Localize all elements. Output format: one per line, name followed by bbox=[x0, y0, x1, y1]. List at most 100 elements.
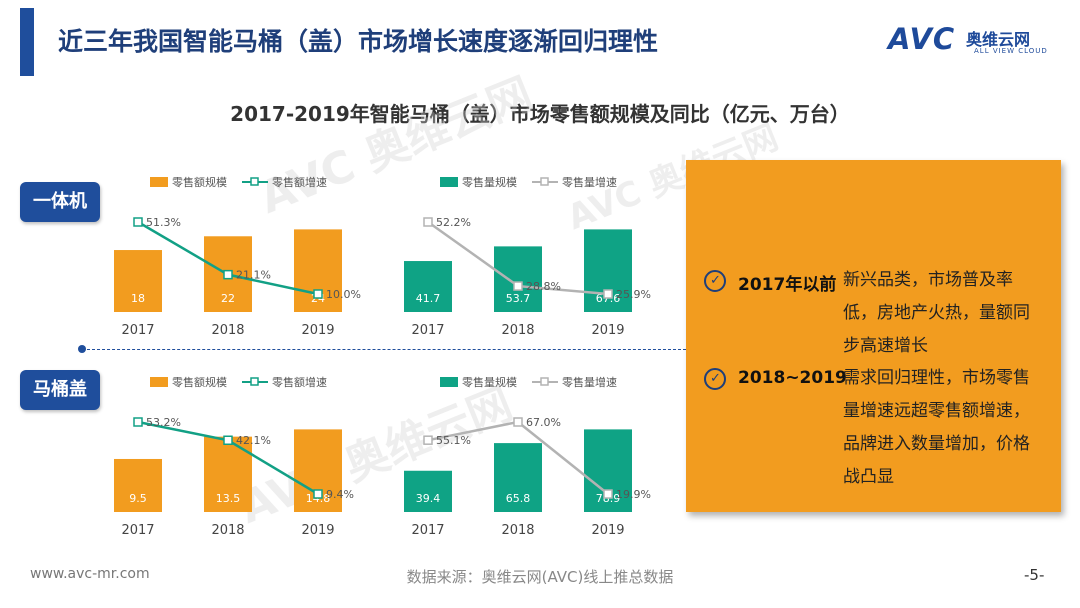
legend-bar-swatch bbox=[440, 177, 458, 187]
section-badge-integrated: 一体机 bbox=[20, 182, 100, 222]
title-accent-bar bbox=[20, 8, 34, 76]
insight-point-heading: 2017年以前 bbox=[738, 275, 837, 295]
check-circle-icon: ✓ bbox=[704, 270, 726, 292]
growth-value-label: 28.8% bbox=[526, 280, 561, 293]
x-tick-label: 2017 bbox=[411, 323, 444, 338]
bar-value-label: 39.4 bbox=[416, 492, 441, 505]
page-title: 近三年我国智能马桶（盖）市场增长速度逐渐回归理性 bbox=[58, 27, 659, 56]
growth-value-label: 19.9% bbox=[616, 488, 651, 501]
growth-point-2019 bbox=[313, 489, 323, 499]
growth-point-2019 bbox=[603, 489, 613, 499]
insight-panel: ✓ 2017年以前 新兴品类，市场普及率 低，房地产火热，量额同 步高速增长 ✓… bbox=[686, 160, 1061, 512]
growth-value-label: 51.3% bbox=[146, 216, 181, 229]
legend-line-marker bbox=[540, 377, 549, 386]
page-number: -5- bbox=[1024, 566, 1045, 584]
growth-value-label: 52.2% bbox=[436, 216, 471, 229]
growth-value-label: 53.2% bbox=[146, 416, 181, 429]
growth-value-label: 55.1% bbox=[436, 434, 471, 447]
growth-value-label: 21.1% bbox=[236, 269, 271, 282]
x-tick-label: 2017 bbox=[411, 523, 444, 538]
chart-cover-sales-volume: 零售量规模零售量增速39.465.878.920172018201955.1%6… bbox=[382, 372, 682, 542]
x-tick-label: 2017 bbox=[121, 323, 154, 338]
logo-en-text: ALL VIEW CLOUD bbox=[974, 47, 1048, 55]
legend-bar-label: 零售量规模 bbox=[462, 375, 517, 389]
chart-legend: 零售量规模 零售量增速 bbox=[440, 175, 617, 189]
bar-value-label: 9.5 bbox=[129, 492, 147, 505]
growth-value-label: 10.0% bbox=[326, 288, 361, 301]
insight-point-line: 低，房地产火热，量额同 bbox=[843, 303, 1030, 323]
insight-point-line: 战凸显 bbox=[843, 467, 894, 487]
growth-point-2017 bbox=[423, 217, 433, 227]
bar-2017 bbox=[114, 250, 162, 312]
legend-line-marker bbox=[250, 377, 259, 386]
bar-value-label: 18 bbox=[131, 292, 145, 305]
chart-legend: 零售额规模 零售额增速 bbox=[150, 175, 327, 189]
legend-bar-label: 零售量规模 bbox=[462, 175, 517, 189]
insight-point-line: 品牌进入数量增加，价格 bbox=[843, 434, 1030, 454]
chart-subtitle: 2017-2019年智能马桶（盖）市场零售额规模及同比（亿元、万台） bbox=[230, 102, 850, 126]
x-tick-label: 2018 bbox=[211, 523, 244, 538]
legend-line-label: 零售量增速 bbox=[562, 175, 617, 189]
growth-value-label: 67.0% bbox=[526, 416, 561, 429]
check-circle-icon: ✓ bbox=[704, 368, 726, 390]
chart-svg: 零售额规模零售额增速18222420172018201951.3%21.1%10… bbox=[114, 175, 361, 338]
x-tick-label: 2019 bbox=[301, 323, 334, 338]
bar-2017 bbox=[404, 470, 452, 512]
legend-bar-label: 零售额规模 bbox=[172, 175, 227, 189]
growth-point-2018 bbox=[223, 269, 233, 280]
legend-bar-swatch bbox=[150, 377, 168, 387]
footer-website: www.avc-mr.com bbox=[30, 566, 150, 582]
bar-value-label: 65.8 bbox=[506, 492, 531, 505]
growth-point-2017 bbox=[133, 417, 143, 427]
x-tick-label: 2018 bbox=[501, 323, 534, 338]
growth-point-2018 bbox=[513, 281, 523, 291]
avc-logo: AVC 奥维云网 ALL VIEW CLOUD bbox=[888, 20, 1060, 60]
legend-bar-swatch bbox=[150, 177, 168, 187]
x-tick-label: 2019 bbox=[591, 523, 624, 538]
growth-value-label: 25.9% bbox=[616, 288, 651, 301]
chart-integrated-sales-value: 零售额规模零售额增速18222420172018201951.3%21.1%10… bbox=[92, 172, 392, 342]
chart-svg: 零售量规模零售量增速39.465.878.920172018201955.1%6… bbox=[404, 375, 651, 538]
chart-integrated-sales-volume: 零售量规模零售量增速41.753.767.620172018201952.2%2… bbox=[382, 172, 682, 342]
bar-2017 bbox=[404, 261, 452, 312]
chart-cover-sales-value: 零售额规模零售额增速9.513.514.820172018201953.2%42… bbox=[92, 372, 392, 542]
footer-source: 数据来源：奥维云网(AVC)线上推总数据 bbox=[406, 568, 674, 586]
chart-legend: 零售额规模 零售额增速 bbox=[150, 375, 327, 389]
logo-cn-text: 奥维云网 bbox=[966, 30, 1031, 49]
legend-line-label: 零售量增速 bbox=[562, 375, 617, 389]
bar-value-label: 53.7 bbox=[506, 292, 531, 305]
x-tick-label: 2019 bbox=[591, 323, 624, 338]
growth-point-2019 bbox=[603, 289, 613, 299]
growth-point-2017 bbox=[423, 435, 433, 445]
legend-bar-swatch bbox=[440, 377, 458, 387]
bar-value-label: 13.5 bbox=[216, 492, 241, 505]
growth-point-2018 bbox=[223, 435, 233, 445]
growth-point-2018 bbox=[513, 417, 523, 427]
growth-point-2017 bbox=[133, 217, 143, 227]
x-tick-label: 2017 bbox=[121, 523, 154, 538]
bar-2018 bbox=[494, 443, 542, 512]
bar-value-label: 41.7 bbox=[416, 292, 441, 305]
insight-point-line: 步高速增长 bbox=[843, 336, 928, 356]
x-tick-label: 2018 bbox=[501, 523, 534, 538]
logo-main-text: AVC bbox=[888, 22, 956, 56]
growth-point-2019 bbox=[313, 289, 323, 299]
section-badge-seat-cover: 马桶盖 bbox=[20, 370, 100, 410]
insight-point-line: 新兴品类，市场普及率 bbox=[843, 270, 1013, 290]
x-tick-label: 2018 bbox=[211, 323, 244, 338]
bar-value-label: 22 bbox=[221, 292, 235, 305]
section-divider bbox=[82, 349, 686, 350]
x-tick-label: 2019 bbox=[301, 523, 334, 538]
growth-value-label: 42.1% bbox=[236, 434, 271, 447]
legend-line-marker bbox=[540, 177, 549, 186]
insight-point-line: 需求回归理性，市场零售 bbox=[843, 368, 1030, 388]
bar-2018 bbox=[494, 246, 542, 312]
insight-point-line: 量增速远超零售额增速， bbox=[843, 401, 1030, 421]
growth-value-label: 9.4% bbox=[326, 488, 354, 501]
chart-legend: 零售量规模 零售量增速 bbox=[440, 375, 617, 389]
legend-line-marker bbox=[250, 177, 259, 186]
legend-line-label: 零售额增速 bbox=[272, 175, 327, 189]
chart-svg: 零售量规模零售量增速41.753.767.620172018201952.2%2… bbox=[404, 175, 651, 338]
bar-2017 bbox=[114, 458, 162, 512]
legend-bar-label: 零售额规模 bbox=[172, 375, 227, 389]
